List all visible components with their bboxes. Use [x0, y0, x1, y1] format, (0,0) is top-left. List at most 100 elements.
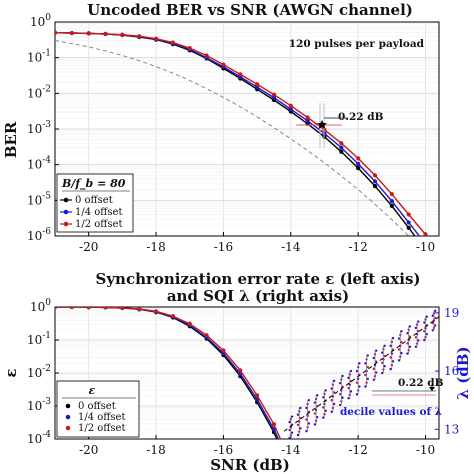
sync-legend-entry-0: 0 offset [78, 401, 116, 412]
sqi-decile-point [313, 412, 317, 415]
sqi-decile-point [391, 360, 395, 363]
series-point-2 [423, 232, 428, 236]
sqi-decile-point [338, 392, 342, 396]
sqi-decile-point [372, 378, 375, 381]
sqi-decile-point [355, 393, 359, 396]
sqi-decile-point [349, 369, 353, 373]
x-tick-label-3: -14 [281, 443, 301, 457]
sqi-decile-point [347, 386, 350, 390]
sqi-offset-label: 0.22 dB [398, 377, 444, 389]
sqi-decile-point [408, 345, 412, 348]
sqi-decile-point [341, 374, 344, 378]
sqi-decile-point [381, 351, 384, 354]
sqi-decile-point [305, 406, 308, 410]
sqi-decile-point [296, 423, 300, 427]
sqi-decile-point [383, 365, 386, 368]
series-point-2 [221, 348, 226, 353]
sync-legend-marker-1 [65, 414, 71, 420]
sqi-decile-point [307, 398, 311, 402]
y-tick-label-4: 10-4 [27, 156, 51, 172]
y-tick-label-2: 10-2 [27, 84, 51, 100]
sqi-decile-point [349, 380, 353, 383]
sqi-decile-point [322, 416, 325, 419]
sqi-decile-point [423, 330, 426, 333]
sqi-decile-point [431, 329, 434, 332]
sqi-decile-point [372, 367, 375, 371]
series-point-2 [120, 307, 125, 310]
x-tick-label-1: -18 [146, 443, 165, 457]
series-point-2 [69, 307, 74, 310]
sqi-decile-point [372, 356, 375, 360]
ber-legend-entry-2: 1/2 offset [75, 219, 122, 230]
sqi-decile-point [316, 415, 319, 419]
series-point-2 [86, 31, 91, 36]
sqi-decile-point [414, 345, 418, 348]
sqi-decile-point [433, 316, 437, 320]
sqi-decile-point [288, 420, 291, 424]
y-tick-label-2: 10-2 [27, 364, 51, 380]
sqi-decile-point [417, 339, 420, 342]
series-point-2 [153, 36, 159, 41]
series-point-1 [271, 95, 277, 100]
sqi-decile-point [330, 398, 333, 402]
sqi-decile-point [338, 381, 342, 385]
sqi-decile-point [406, 342, 409, 345]
x-tick-label-4: -12 [348, 240, 367, 254]
sqi-decile-point [406, 352, 409, 355]
series-point-0 [339, 149, 344, 154]
series-point-1 [389, 199, 394, 204]
series-point-2 [86, 307, 91, 310]
sqi-decile-point [423, 321, 426, 324]
sqi-decile-point [347, 376, 350, 380]
series-point-0 [356, 166, 361, 171]
series-point-2 [255, 393, 260, 398]
series-point-2 [187, 321, 192, 326]
sqi-decile-point [406, 332, 409, 335]
y-tick-label-1: 10-1 [27, 49, 51, 65]
y-tick-label-6: 10-6 [27, 227, 51, 243]
sqi-decile-point [389, 344, 392, 348]
series-point-2 [271, 422, 277, 427]
sqi-decile-point [347, 397, 350, 400]
series-point-1 [339, 145, 344, 150]
series-point-2 [204, 333, 209, 338]
sqi-decile-point [425, 315, 428, 318]
sync-legend-entry-1: 1/4 offset [78, 412, 125, 423]
sync-x-ticks: -20 -18 -16 -14 -12 -10 [79, 435, 435, 457]
sqi-decile-point [332, 402, 336, 406]
ber-legend-title: B/f_b = 80 [61, 177, 126, 191]
sqi-decile-point [417, 329, 420, 333]
sqi-decile-point [433, 309, 437, 313]
x-tick-label-2: -16 [214, 240, 233, 254]
sync-y-ticks: 100 10-1 10-2 10-3 10-4 [27, 298, 59, 446]
series-point-2 [271, 92, 277, 97]
sync-series [55, 307, 282, 439]
sqi-decile-point [324, 389, 327, 392]
series-point-2 [305, 115, 310, 120]
series-point-2 [288, 103, 293, 108]
sqi-decile-point [375, 349, 378, 352]
y-tick-label-1: 10-1 [27, 331, 51, 347]
series-point-2 [339, 141, 344, 146]
sync-x-axis-label: SNR (dB) [210, 456, 290, 474]
series-point-2 [255, 82, 260, 87]
series-point-2 [389, 191, 394, 197]
sqi-decile-point [322, 396, 325, 399]
ber-y-axis-label: BER [2, 121, 20, 158]
series-point-1 [305, 118, 310, 123]
payload-annotation: 120 pulses per payload [289, 38, 425, 50]
right-y-tick-label-1: 16 [444, 364, 459, 378]
sync-y-axis-label: ε [2, 368, 20, 377]
sqi-decile-point [364, 362, 367, 365]
ber-legend-entry-1: 1/4 offset [75, 207, 122, 218]
series-point-2 [170, 40, 175, 45]
series-point-2 [103, 31, 108, 36]
sync-chart-subtitle: and SQI λ (right axis) [167, 287, 349, 305]
series-point-2 [406, 212, 411, 217]
sync-legend-title: ε [89, 384, 96, 397]
sqi-offset-annotation: 0.22 dB [372, 377, 444, 396]
y-tick-label-4: 10-4 [27, 430, 51, 446]
series-point-2 [238, 72, 243, 77]
sqi-decile-point [397, 337, 401, 340]
right-y-tick-label-0: 13 [444, 422, 459, 436]
